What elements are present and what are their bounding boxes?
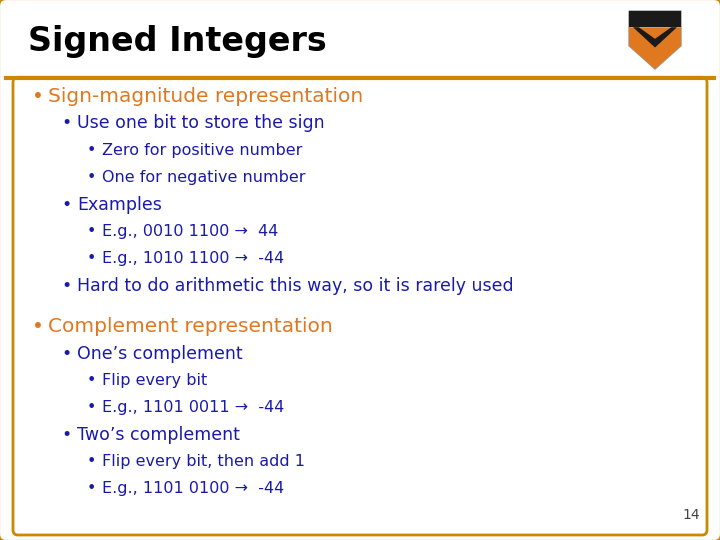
Text: •: • bbox=[86, 224, 96, 239]
Text: Examples: Examples bbox=[77, 195, 162, 214]
Text: E.g., 1101 0100 →  -44: E.g., 1101 0100 → -44 bbox=[102, 482, 284, 496]
Text: Two’s complement: Two’s complement bbox=[77, 426, 240, 444]
Text: E.g., 1101 0011 →  -44: E.g., 1101 0011 → -44 bbox=[102, 400, 285, 415]
Text: •: • bbox=[61, 426, 71, 444]
Text: Hard to do arithmetic this way, so it is rarely used: Hard to do arithmetic this way, so it is… bbox=[77, 277, 514, 295]
Text: Use one bit to store the sign: Use one bit to store the sign bbox=[77, 114, 325, 132]
Text: One’s complement: One’s complement bbox=[77, 345, 243, 362]
Text: •: • bbox=[86, 373, 96, 388]
Text: One for negative number: One for negative number bbox=[102, 170, 306, 185]
Text: •: • bbox=[32, 87, 44, 106]
Text: •: • bbox=[61, 195, 71, 214]
Text: •: • bbox=[86, 251, 96, 266]
Text: E.g., 0010 1100 →  44: E.g., 0010 1100 → 44 bbox=[102, 224, 279, 239]
Polygon shape bbox=[629, 11, 681, 27]
Polygon shape bbox=[629, 27, 681, 69]
Text: •: • bbox=[86, 170, 96, 185]
Text: •: • bbox=[32, 317, 44, 336]
Text: 14: 14 bbox=[683, 508, 700, 522]
Text: •: • bbox=[86, 400, 96, 415]
FancyBboxPatch shape bbox=[13, 77, 707, 535]
Text: E.g., 1010 1100 →  -44: E.g., 1010 1100 → -44 bbox=[102, 251, 284, 266]
Text: •: • bbox=[61, 277, 71, 295]
Text: Flip every bit: Flip every bit bbox=[102, 373, 207, 388]
Polygon shape bbox=[633, 27, 677, 48]
Text: •: • bbox=[61, 114, 71, 132]
Text: •: • bbox=[61, 345, 71, 362]
Text: •: • bbox=[86, 454, 96, 469]
Text: •: • bbox=[86, 143, 96, 158]
Text: Signed Integers: Signed Integers bbox=[28, 25, 327, 58]
Text: Flip every bit, then add 1: Flip every bit, then add 1 bbox=[102, 454, 305, 469]
Text: Sign-magnitude representation: Sign-magnitude representation bbox=[48, 87, 364, 106]
Polygon shape bbox=[629, 11, 681, 69]
Text: Zero for positive number: Zero for positive number bbox=[102, 143, 303, 158]
Text: •: • bbox=[86, 482, 96, 496]
Text: Complement representation: Complement representation bbox=[48, 317, 333, 336]
